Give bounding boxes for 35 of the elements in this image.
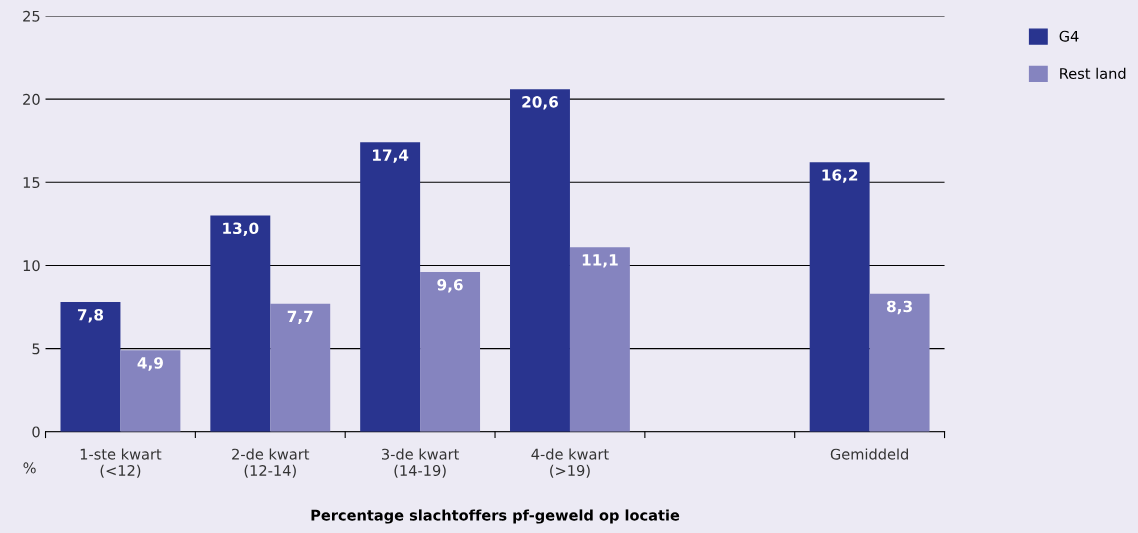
data-label: 8,3 [886, 300, 912, 315]
y-tick-label: 5 [32, 343, 40, 355]
bar [569, 247, 630, 432]
legend-label: G4 [1059, 30, 1079, 42]
data-label: 9,6 [437, 279, 463, 293]
data-label: 20,6 [522, 96, 559, 110]
bar [809, 162, 870, 432]
data-label: 17,4 [373, 149, 409, 163]
bar [120, 350, 181, 432]
y-axis-title: % [23, 462, 36, 474]
x-tick-label: Gemiddeld [830, 448, 908, 460]
data-label: 13,0 [223, 222, 259, 236]
y-tick-label: 20 [23, 93, 40, 105]
x-tick-label: 3-de kwart (14-19) [382, 448, 459, 478]
data-label: 7,7 [287, 310, 313, 325]
bar [360, 142, 421, 432]
bar [210, 215, 271, 432]
bar [270, 303, 331, 432]
y-tick-label: 0 [32, 426, 40, 438]
data-label: 16,2 [822, 169, 858, 183]
x-axis-title: Percentage slachtoffers pf-geweld op locatie [311, 509, 680, 524]
y-tick-label: 15 [23, 177, 40, 189]
y-tick-label: 25 [23, 10, 40, 22]
x-tick-label: 1-ste kwart (<12) [80, 448, 162, 478]
bar [869, 293, 930, 432]
bar [510, 89, 570, 432]
x-tick-label: 4-de kwart (>19) [531, 448, 609, 478]
data-label: 11,1 [582, 254, 618, 268]
bar [60, 302, 121, 432]
legend-label: Rest land [1060, 67, 1126, 80]
bar [420, 272, 481, 432]
y-tick-label: 10 [23, 260, 40, 272]
x-tick-label: 2-de kwart (12-14) [232, 448, 310, 478]
data-label: 7,8 [77, 308, 104, 323]
data-label: 4,9 [137, 357, 163, 371]
